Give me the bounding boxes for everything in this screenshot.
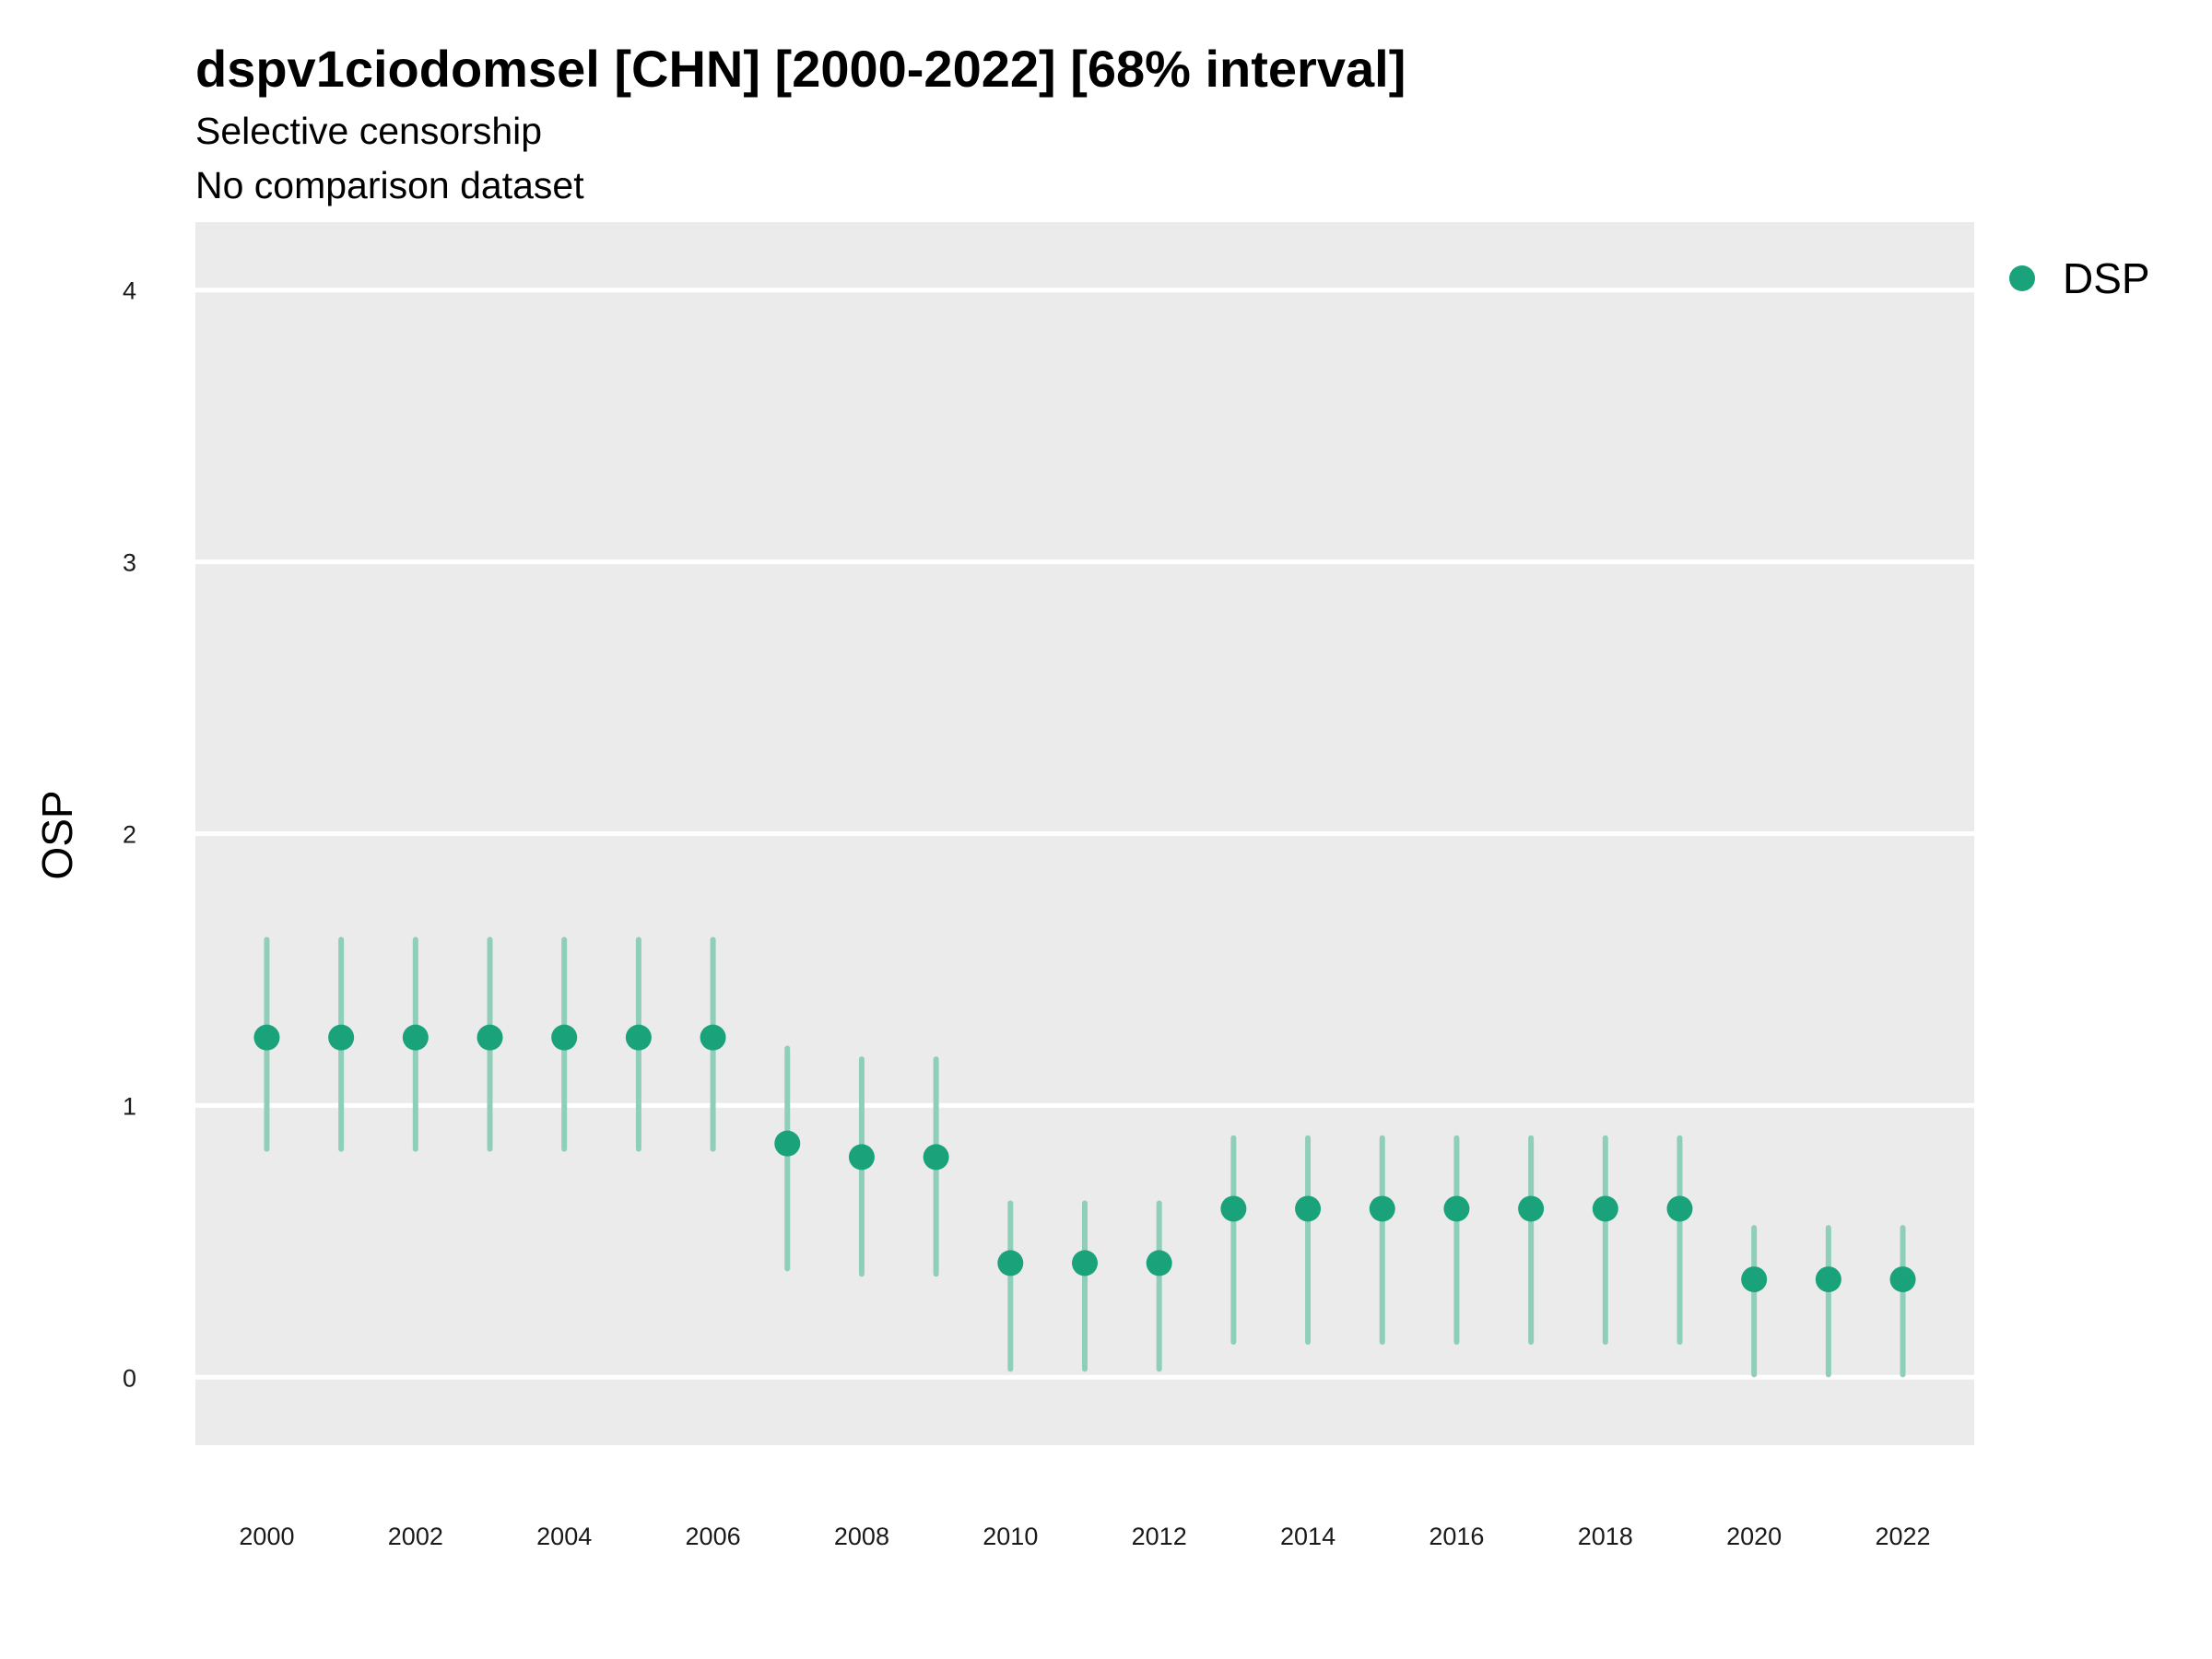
data-points [253,1024,1916,1293]
chart-subtitle-line-2: No comparison dataset [195,164,584,206]
x-tick-label: 2016 [1429,1523,1484,1550]
data-point [1220,1195,1247,1222]
y-tick-label: 0 [123,1364,136,1392]
data-point [253,1024,280,1051]
x-tick-label: 2006 [686,1523,741,1550]
chart-subtitle-line-1: Selective censorship [195,110,542,152]
x-tick-label: 2012 [1132,1523,1187,1550]
data-point [1369,1195,1395,1222]
data-point [1295,1195,1322,1222]
x-tick-label: 2002 [388,1523,443,1550]
y-tick-label: 2 [123,821,136,849]
data-point [1443,1195,1470,1222]
data-point [402,1024,429,1051]
data-point [1592,1195,1618,1222]
data-point [1889,1266,1916,1293]
data-point [848,1144,875,1171]
data-point [774,1130,801,1157]
data-point [1815,1266,1841,1293]
chart-title: dspv1ciodomsel [CHN] [2000-2022] [68% in… [195,40,1406,98]
x-tick-label: 2018 [1578,1523,1633,1550]
x-axis-tick-labels: 2000 2002 2004 2006 2008 2010 2012 2014 2016 2018… [239,1523,1930,1550]
x-tick-label: 2008 [834,1523,889,1550]
data-point [700,1024,726,1051]
x-tick-label: 2022 [1876,1523,1931,1550]
data-point [923,1144,949,1171]
data-point [328,1024,355,1051]
y-tick-label: 4 [123,277,136,305]
legend: DSP [2009,254,2150,302]
data-point [1072,1250,1098,1277]
y-tick-label: 1 [123,1092,136,1120]
y-axis-title: OSP [33,790,81,879]
data-point [551,1024,578,1051]
data-point [477,1024,503,1051]
data-point [1666,1195,1693,1222]
legend-label-dsp: DSP [2063,254,2150,302]
y-tick-label: 3 [123,549,136,577]
x-tick-label: 2010 [982,1523,1038,1550]
data-point [1518,1195,1545,1222]
data-point [1146,1250,1172,1277]
x-tick-label: 2004 [536,1523,592,1550]
data-point [1741,1266,1768,1293]
x-tick-label: 2014 [1280,1523,1335,1550]
y-axis-tick-labels: 0 1 2 3 4 [123,277,136,1393]
data-point [997,1250,1024,1277]
legend-key-dsp [2009,265,2035,291]
x-tick-label: 2020 [1726,1523,1782,1550]
data-point [625,1024,652,1051]
x-tick-label: 2000 [239,1523,294,1550]
